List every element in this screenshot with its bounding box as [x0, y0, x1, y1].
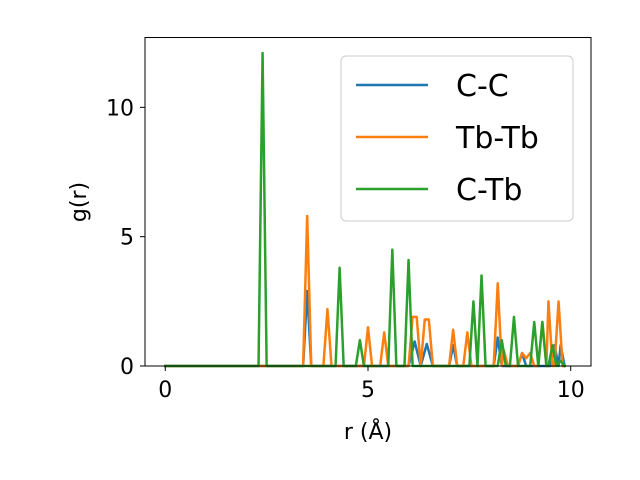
x-axis: 0 5 10	[158, 366, 585, 403]
y-axis-label: g(r)	[67, 182, 92, 222]
x-tick-label: 10	[557, 378, 585, 403]
x-axis-label: r (Å)	[344, 418, 392, 445]
x-tick-label: 5	[361, 378, 375, 403]
legend-label-c-c: C-C	[456, 69, 509, 104]
y-tick-label: 0	[120, 355, 134, 380]
legend-label-c-tb: C-Tb	[456, 173, 522, 208]
legend-label-tb-tb: Tb-Tb	[455, 121, 539, 156]
y-axis: 0 5 10	[106, 96, 145, 380]
x-tick-label: 0	[158, 378, 172, 403]
y-tick-label: 5	[120, 226, 134, 251]
y-tick-label: 10	[106, 96, 134, 121]
legend: C-C Tb-Tb C-Tb	[340, 55, 574, 222]
legend-box	[340, 55, 574, 222]
